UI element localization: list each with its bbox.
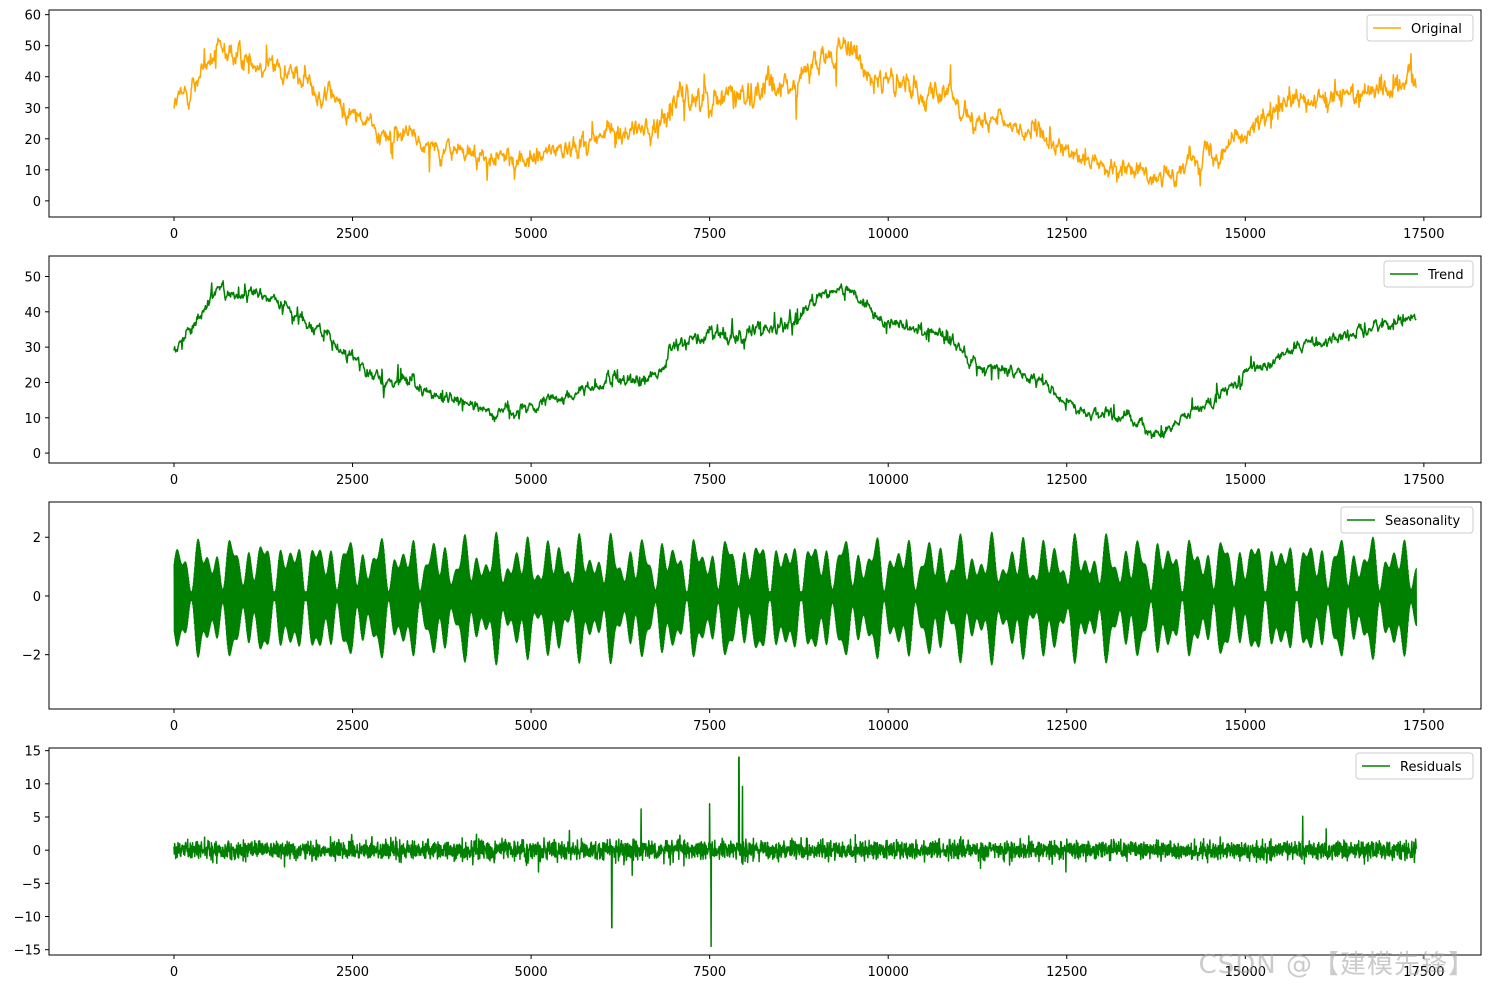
legend: Original — [1366, 14, 1474, 42]
x-tick-label: 0 — [170, 965, 178, 980]
x-tick-label: 12500 — [1046, 719, 1087, 734]
y-tick-label: 15 — [24, 745, 41, 760]
legend-box — [1366, 14, 1474, 42]
y-tick-label: −2 — [22, 649, 41, 664]
legend-box — [1355, 752, 1474, 780]
subplot-residuals: 0 2500 5000 7500 10000 12500 15000 17500 −15 −10 −… — [14, 745, 1482, 980]
y-tick-label: 0 — [33, 447, 41, 462]
legend: Seasonality — [1340, 506, 1474, 534]
y-tick-label: −10 — [14, 911, 41, 926]
x-tick-label: 5000 — [515, 965, 548, 980]
x-tick-label: 12500 — [1046, 965, 1087, 980]
y-tick-label: 10 — [24, 412, 41, 427]
x-tick-label: 17500 — [1403, 227, 1444, 242]
x-tick-label: 0 — [170, 473, 178, 488]
subplot-seasonality: 0 2500 5000 7500 10000 12500 15000 17500 −2 0 2 Sea… — [22, 501, 1482, 734]
series-line-original — [173, 36, 1417, 188]
x-tick-label: 7500 — [693, 227, 726, 242]
series-line-trend — [173, 280, 1417, 440]
x-tick-label: 17500 — [1403, 965, 1444, 980]
x-tick-label: 7500 — [693, 965, 726, 980]
subplot-trend: 0 2500 5000 7500 10000 12500 15000 17500 0 10 20 30… — [24, 255, 1482, 488]
subplot-original: 0 2500 5000 7500 10000 12500 15000 17500 0 10 20 30… — [24, 9, 1482, 242]
x-tick-label: 7500 — [693, 719, 726, 734]
y-tick-label: 0 — [33, 195, 41, 210]
y-tick-label: 20 — [24, 133, 41, 148]
x-tick-label: 5000 — [515, 719, 548, 734]
y-tick-label: 40 — [24, 71, 41, 86]
legend-label: Seasonality — [1385, 514, 1460, 529]
y-tick-label: 60 — [24, 9, 41, 24]
y-tick-label: 30 — [24, 341, 41, 356]
x-tick-label: 2500 — [336, 227, 369, 242]
x-tick-label: 5000 — [515, 473, 548, 488]
x-tick-label: 15000 — [1225, 719, 1266, 734]
axes-frame — [48, 747, 1482, 956]
y-tick-label: 40 — [24, 306, 41, 321]
x-tick-label: 0 — [170, 719, 178, 734]
x-tick-label: 15000 — [1225, 965, 1266, 980]
x-tick-label: 12500 — [1046, 473, 1087, 488]
x-tick-label: 12500 — [1046, 227, 1087, 242]
y-tick-label: −5 — [22, 877, 41, 892]
y-tick-label: 20 — [24, 376, 41, 391]
y-tick-label: 0 — [33, 844, 41, 859]
x-tick-label: 10000 — [868, 227, 909, 242]
legend-box — [1383, 260, 1474, 288]
x-tick-label: 2500 — [336, 473, 369, 488]
x-tick-label: 5000 — [515, 227, 548, 242]
x-tick-label: 2500 — [336, 719, 369, 734]
watermark: CSDN @【建模先锋】 — [1198, 950, 1475, 980]
axes-frame — [48, 255, 1482, 464]
y-tick-label: 2 — [33, 531, 41, 546]
x-tick-label: 15000 — [1225, 227, 1266, 242]
legend: Residuals — [1355, 752, 1474, 780]
x-tick-label: 2500 — [336, 965, 369, 980]
legend-box — [1340, 506, 1474, 534]
x-tick-label: 15000 — [1225, 473, 1266, 488]
legend-label: Trend — [1427, 268, 1464, 283]
x-tick-label: 10000 — [868, 965, 909, 980]
y-tick-label: −15 — [14, 944, 41, 959]
y-tick-label: 5 — [33, 811, 41, 826]
y-tick-label: 50 — [24, 270, 41, 285]
y-tick-label: 10 — [24, 778, 41, 793]
legend-label: Residuals — [1400, 760, 1462, 775]
x-tick-label: 10000 — [868, 473, 909, 488]
axes-frame — [48, 9, 1482, 218]
legend-label: Original — [1411, 22, 1462, 37]
x-tick-label: 7500 — [693, 473, 726, 488]
axes-frame — [48, 501, 1482, 710]
series-line-residuals — [173, 756, 1418, 948]
legend: Trend — [1383, 260, 1474, 288]
y-tick-label: 0 — [33, 590, 41, 605]
series-line-seasonality — [173, 531, 1417, 666]
y-tick-label: 30 — [24, 102, 41, 117]
x-tick-label: 0 — [170, 227, 178, 242]
y-tick-label: 50 — [24, 40, 41, 55]
x-tick-label: 10000 — [868, 719, 909, 734]
x-tick-label: 17500 — [1403, 473, 1444, 488]
x-tick-label: 17500 — [1403, 719, 1444, 734]
y-tick-label: 10 — [24, 164, 41, 179]
